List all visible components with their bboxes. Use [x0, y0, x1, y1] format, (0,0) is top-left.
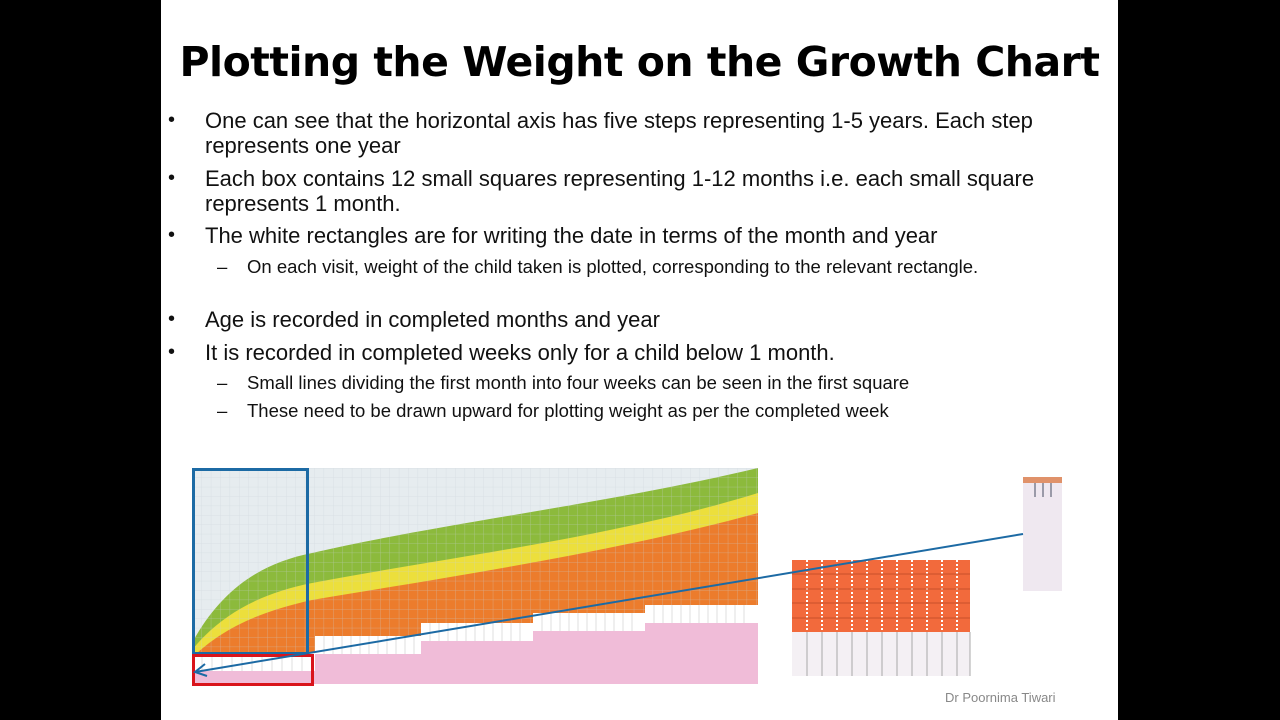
- bullet-text: One can see that the horizontal axis has…: [205, 108, 1033, 158]
- magnified-week-rectangle: [1023, 477, 1062, 591]
- sub-bullet-marker: –: [217, 400, 228, 421]
- bullet-item: • Each box contains 12 small squares repr…: [168, 166, 1085, 216]
- bullet-text: The white rectangles are for writing the…: [205, 223, 938, 248]
- bullet-text: It is recorded in completed weeks only f…: [205, 340, 835, 365]
- author-footer: Dr Poornima Tiwari: [945, 690, 1056, 705]
- sub-bullet-text: Small lines dividing the first month int…: [247, 372, 910, 393]
- bullet-marker: •: [168, 341, 176, 363]
- bullet-item: • Age is recorded in completed months and…: [168, 307, 1085, 332]
- magnified-month-squares: [792, 560, 972, 676]
- bullet-text: Age is recorded in completed months and …: [205, 307, 660, 332]
- sub-bullet-item: – These need to be drawn upward for plott…: [217, 399, 1067, 422]
- bullet-marker: •: [168, 167, 176, 189]
- sub-bullet-marker: –: [217, 256, 228, 277]
- sub-bullet-text: On each visit, weight of the child taken…: [247, 256, 979, 277]
- sub-bullet-marker: –: [217, 372, 228, 393]
- slide: Plotting the Weight on the Growth Chart …: [161, 0, 1118, 720]
- bullet-marker: •: [168, 308, 176, 330]
- bullet-text: Each box contains 12 small squares repre…: [205, 166, 1035, 216]
- bullet-item: • It is recorded in completed weeks only …: [168, 340, 1085, 365]
- sub-bullet-item: – Small lines dividing the first month in…: [217, 371, 1067, 394]
- bullet-item: • The white rectangles are for writing th…: [168, 223, 1085, 248]
- sub-bullet-item: – On each visit, weight of the child take…: [217, 255, 1047, 278]
- first-year-highlight-box: [192, 468, 309, 655]
- bullet-marker: •: [168, 224, 176, 246]
- bullet-item: • One can see that the horizontal axis ha…: [168, 108, 1085, 158]
- first-month-rectangle-highlight: [192, 654, 314, 686]
- sub-bullet-text: These need to be drawn upward for plotti…: [247, 400, 889, 421]
- slide-title: Plotting the Weight on the Growth Chart: [179, 38, 1100, 86]
- bullet-marker: •: [168, 109, 176, 131]
